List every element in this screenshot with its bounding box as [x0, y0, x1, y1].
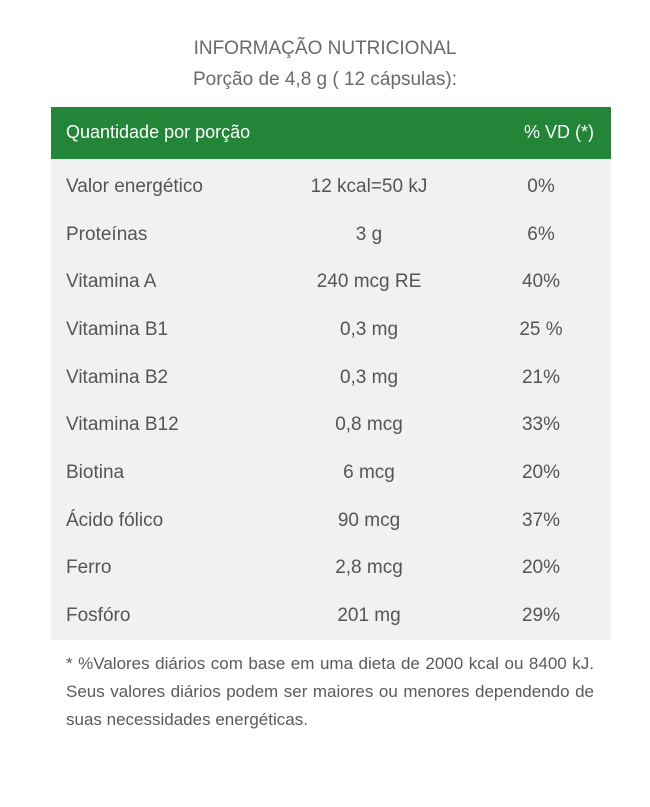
- table-header: Quantidade por porção % VD (*): [51, 107, 611, 159]
- nutrient-name: Vitamina B12: [66, 414, 179, 435]
- nutrient-amount: 0,8 mcg: [335, 414, 403, 435]
- nutrient-name: Vitamina A: [66, 271, 157, 292]
- nutrient-amount: 6 mcg: [343, 462, 395, 483]
- nutrient-name: Vitamina B1: [66, 319, 169, 340]
- nutrient-amount: 90 mcg: [337, 510, 401, 531]
- nutrient-amount: 3 g: [355, 224, 383, 245]
- table-row: Fosfóro 201 mg 29%: [51, 593, 611, 640]
- nutrient-name: Biotina: [66, 462, 125, 483]
- header-vd-label: % VD (*): [523, 122, 594, 142]
- nutrient-name: Fosfóro: [66, 605, 131, 626]
- nutrient-amount: 2,8 mcg: [335, 557, 403, 578]
- table-row: Biotina 6 mcg 20%: [51, 450, 611, 497]
- nutrient-vd: 6%: [527, 224, 555, 245]
- portion-subtitle: Porção de 4,8 g ( 12 cápsulas):: [192, 69, 458, 90]
- nutrient-vd: 29%: [521, 605, 561, 626]
- footnote: * %Valores diários com base em uma dieta…: [66, 654, 594, 729]
- header-quantity-label: Quantidade por porção: [66, 122, 251, 142]
- nutrient-amount: 240 mcg RE: [316, 271, 422, 292]
- nutrient-amount: 0,3 mg: [339, 319, 399, 340]
- nutrient-name: Ferro: [66, 557, 112, 578]
- table-row: Ácido fólico 90 mcg 37%: [51, 498, 611, 545]
- nutrient-name: Vitamina B2: [66, 367, 169, 388]
- table-row: Valor energético 12 kcal=50 kJ 0%: [51, 164, 611, 211]
- nutrient-vd: 33%: [521, 414, 561, 435]
- nutrition-title: INFORMAÇÃO NUTRICIONAL: [193, 38, 457, 59]
- nutrient-vd: 40%: [521, 271, 561, 292]
- nutrient-vd: 20%: [521, 462, 561, 483]
- nutrient-name: Proteínas: [66, 224, 148, 245]
- nutrition-table: Quantidade por porção % VD (*) Valor ene…: [51, 107, 611, 640]
- nutrient-vd: 37%: [521, 510, 561, 531]
- nutrient-amount: 0,3 mg: [339, 367, 399, 388]
- nutrient-vd: 0%: [527, 176, 555, 197]
- table-row: Proteínas 3 g 6%: [51, 212, 611, 259]
- nutrient-vd: 20%: [521, 557, 561, 578]
- nutrient-name: Ácido fólico: [66, 510, 164, 531]
- table-row: Vitamina B2 0,3 mg 21%: [51, 355, 611, 402]
- nutrient-name: Valor energético: [66, 176, 203, 197]
- table-row: Vitamina A 240 mcg RE 40%: [51, 259, 611, 306]
- table-row: Vitamina B1 0,3 mg 25 %: [51, 307, 611, 354]
- table-row: Vitamina B12 0,8 mcg 33%: [51, 402, 611, 449]
- table-row: Ferro 2,8 mcg 20%: [51, 545, 611, 592]
- nutrient-amount: 201 mg: [337, 605, 401, 626]
- nutrient-vd: 21%: [521, 367, 561, 388]
- nutrient-amount: 12 kcal=50 kJ: [310, 176, 428, 197]
- nutrient-vd: 25 %: [519, 319, 563, 340]
